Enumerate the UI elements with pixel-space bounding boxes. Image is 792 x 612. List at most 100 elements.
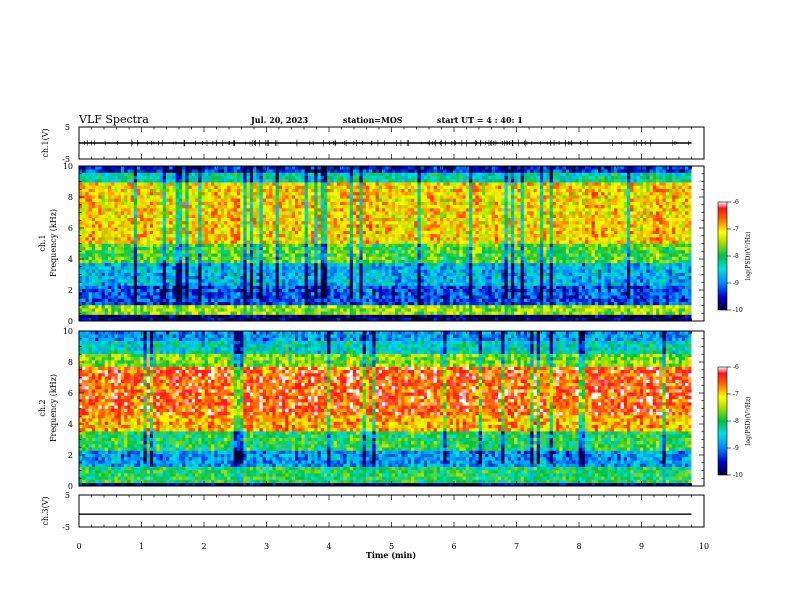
spectrogram-cell <box>130 288 135 293</box>
spectrogram-cell <box>349 188 354 193</box>
spectrogram-cell <box>372 249 376 254</box>
spectrogram-cell <box>324 279 328 283</box>
spectrogram-cell <box>88 256 93 260</box>
spectrogram-cell <box>159 304 164 309</box>
spectrogram-cell <box>314 201 318 206</box>
spectrogram-cell <box>195 275 199 280</box>
spectrogram-cell <box>311 317 315 322</box>
spectrogram-cell <box>265 243 270 248</box>
spectrogram-cell <box>143 233 147 238</box>
spectrogram-cell <box>227 249 231 254</box>
spectrogram-cell <box>169 279 173 283</box>
spectrogram-cell <box>117 272 122 277</box>
spectrogram-cell <box>130 301 135 306</box>
spectrogram-cell <box>133 230 138 235</box>
spectrogram-cell <box>346 207 351 212</box>
spectrogram-cell <box>382 249 386 254</box>
spectrogram-cell <box>298 301 302 306</box>
spectrogram-cell <box>317 269 322 273</box>
spectrogram-cell <box>253 188 257 193</box>
spectrogram-cell <box>304 266 309 270</box>
spectrogram-cell <box>195 182 199 186</box>
spectrogram-cell <box>79 266 83 270</box>
spectrogram-cell <box>162 172 167 176</box>
spectrogram-cell <box>149 259 154 264</box>
spectrogram-cell <box>375 169 380 173</box>
spectrogram-cell <box>301 182 305 186</box>
spectrogram-cell <box>201 317 206 322</box>
spectrogram-cell <box>108 227 112 231</box>
spectrogram-cell <box>294 256 299 260</box>
spectrogram-cell <box>265 182 270 186</box>
spectrogram-cell <box>191 282 196 286</box>
spectrogram-cell <box>236 298 241 302</box>
spectrogram-cell <box>362 262 367 267</box>
spectrogram-cell <box>243 262 247 267</box>
spectrogram-cell <box>230 266 235 270</box>
spectrogram-cell <box>204 237 209 241</box>
spectrogram-cell <box>79 204 83 209</box>
spectrogram-cell <box>233 275 238 280</box>
spectrogram-cell <box>195 175 199 180</box>
spectrogram-cell <box>188 172 193 176</box>
spectrogram-cell <box>353 275 357 280</box>
spectrogram-cell <box>227 224 231 228</box>
spectrogram-cell <box>259 243 264 248</box>
spectrogram-cell <box>140 279 144 283</box>
spectrogram-cell <box>259 227 264 231</box>
spectrogram-cell <box>249 172 254 176</box>
spectrogram-cell <box>175 279 180 283</box>
spectrogram-cell <box>227 172 231 176</box>
spectrogram-cell <box>230 185 235 189</box>
spectrogram-cell <box>304 256 309 260</box>
spectrogram-cell <box>314 288 318 293</box>
spectrogram-cell <box>362 279 367 283</box>
spectrogram-cell <box>133 240 138 244</box>
spectrogram-cell <box>372 279 376 283</box>
spectrogram-cell <box>353 214 357 218</box>
spectrogram-cell <box>346 298 351 302</box>
spectrogram-cell <box>104 269 109 273</box>
spectrogram-cell <box>159 266 164 270</box>
spectrogram-cell <box>256 195 260 199</box>
spectrogram-cell <box>156 314 160 319</box>
spectrogram-cell <box>198 259 202 264</box>
spectrogram-cell <box>285 246 289 251</box>
spectrogram-cell <box>162 230 167 235</box>
spectrogram-cell <box>159 211 164 215</box>
spectrogram-cell <box>365 311 370 315</box>
spectrogram-cell <box>224 217 228 222</box>
spectrogram-cell <box>88 243 93 248</box>
spectrogram-cell <box>149 291 154 296</box>
spectrogram-cell <box>220 246 225 251</box>
spectrogram-cell <box>282 275 286 280</box>
spectrogram-cell <box>236 266 241 270</box>
spectrogram-cell <box>265 317 270 322</box>
spectrogram-cell <box>262 227 267 231</box>
spectrogram-cell <box>211 282 215 286</box>
spectrogram-cell <box>253 166 257 170</box>
spectrogram-cell <box>227 211 231 215</box>
spectrogram-cell <box>311 169 315 173</box>
spectrogram-cell <box>162 175 167 180</box>
spectrogram-cell <box>336 185 341 189</box>
spectrogram-cell <box>343 240 347 244</box>
spectrogram-cell <box>82 275 86 280</box>
spectrogram-cell <box>204 304 209 309</box>
spectrogram-cell <box>140 224 144 228</box>
spectrogram-cell <box>201 166 206 170</box>
spectrogram-cell <box>156 275 160 280</box>
spectrogram-cell <box>362 169 367 173</box>
spectrogram-cell <box>114 178 118 183</box>
spectrogram-cell <box>336 317 341 322</box>
spectrogram-cell <box>285 256 289 260</box>
spectrogram-cell <box>259 262 264 267</box>
spectrogram-cell <box>182 295 186 299</box>
spectrogram-cell <box>191 279 196 283</box>
spectrogram-cell <box>207 211 212 215</box>
spectrogram-cell <box>185 195 189 199</box>
spectrogram-cell <box>278 166 283 170</box>
spectrogram-cell <box>240 314 244 319</box>
spectrogram-cell <box>230 195 235 199</box>
spectrogram-cell <box>311 311 315 315</box>
